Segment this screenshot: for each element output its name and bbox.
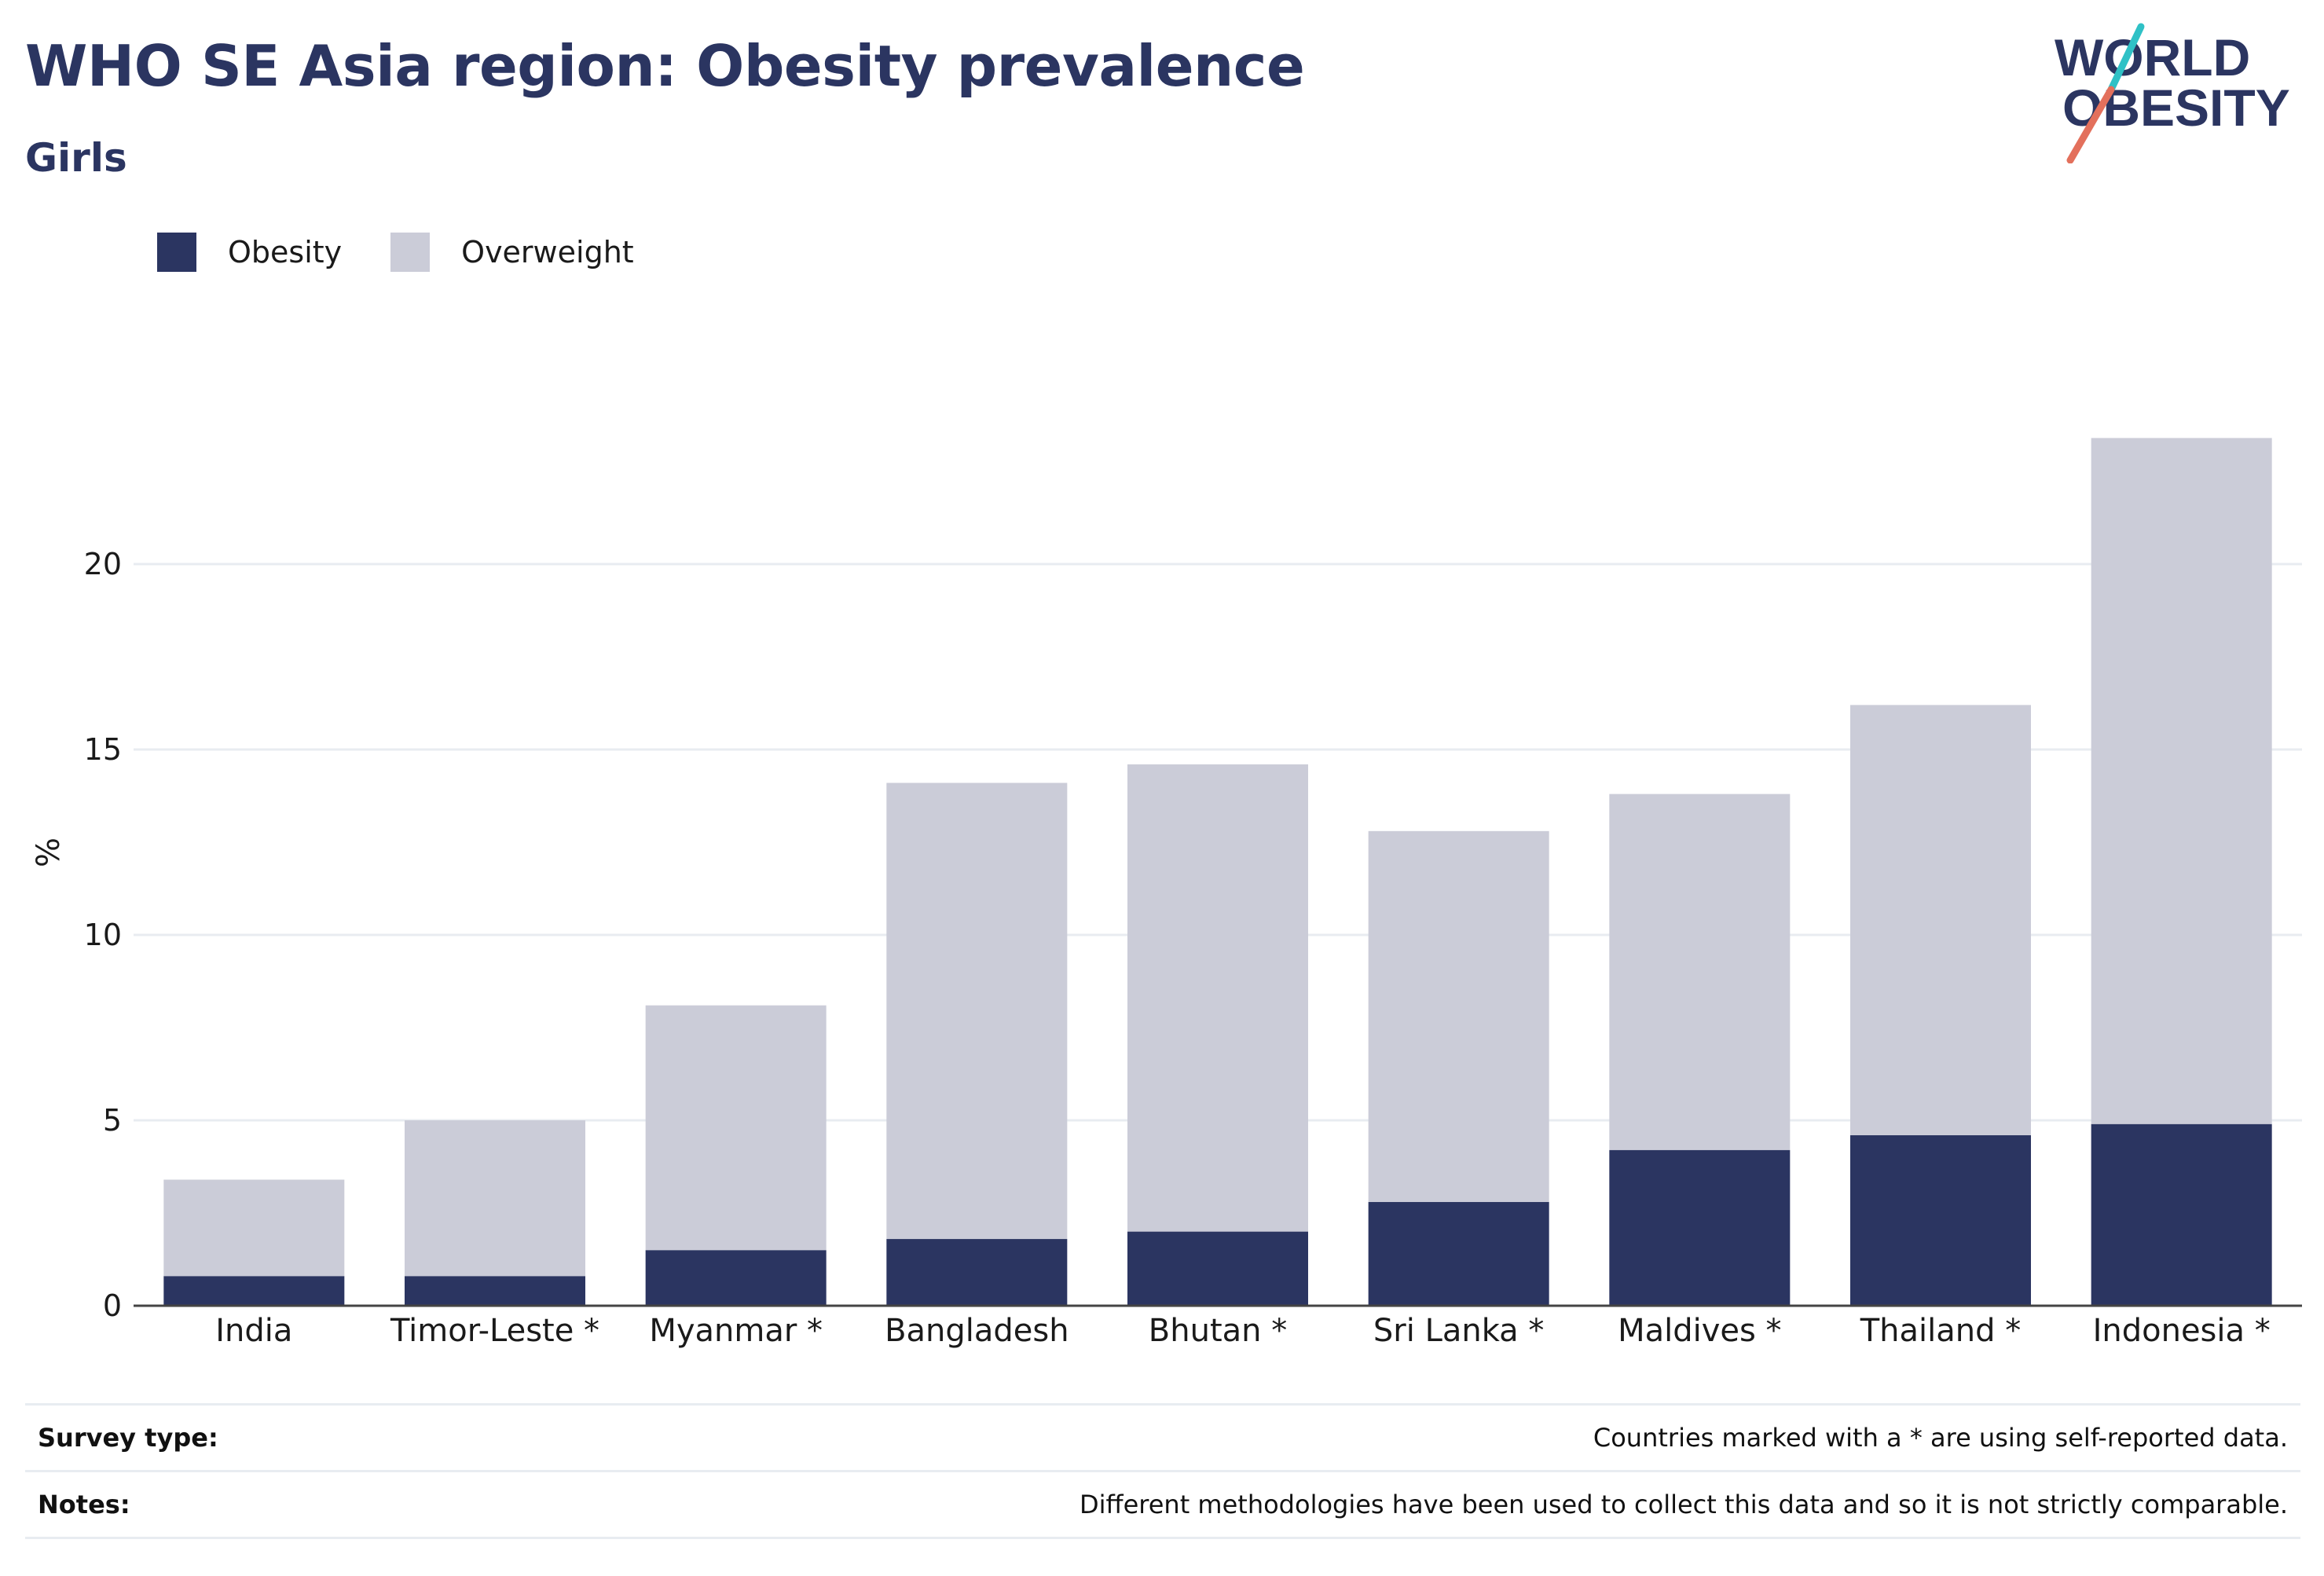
x-axis: India Timor-Leste * Myanmar * Bangladesh Bhu… (134, 1304, 2302, 1349)
y-axis-title: % (31, 837, 67, 867)
svg-text:WORLD: WORLD (2055, 28, 2250, 86)
bar-obesity[interactable] (163, 1276, 345, 1306)
legend-label-obesity: Obesity (228, 235, 343, 269)
y-tick-label: 0 (103, 1288, 122, 1323)
x-tick-label: Bangladesh (885, 1313, 1069, 1349)
y-tick-label: 20 (84, 547, 122, 581)
y-tick-label: 10 (84, 918, 122, 952)
bar-obesity[interactable] (645, 1250, 827, 1306)
x-tick-label: Myanmar * (649, 1313, 823, 1349)
chart-subtitle: Girls (25, 135, 127, 181)
legend-item-obesity[interactable]: Obesity (157, 233, 342, 272)
bar-overweight[interactable] (1127, 764, 1308, 1232)
legend-swatch-overweight (390, 233, 431, 272)
survey-type-text: Countries marked with a * are using self… (1593, 1423, 2288, 1453)
world-obesity-logo: WORLD OBESITY (2055, 23, 2290, 163)
x-tick-label: Timor-Leste * (390, 1313, 599, 1349)
bar-overweight[interactable] (645, 1005, 827, 1251)
bar-obesity[interactable] (1850, 1134, 2031, 1306)
legend-label-overweight: Overweight (461, 235, 634, 269)
notes-row: Notes: Different methodologies have been… (25, 1470, 2300, 1539)
bar-overweight[interactable] (2091, 438, 2272, 1124)
survey-type-row: Survey type: Countries marked with a * a… (25, 1403, 2300, 1470)
footer: Survey type: Countries marked with a * a… (25, 1403, 2300, 1539)
notes-text: Different methodologies have been used t… (1080, 1490, 2288, 1519)
x-tick-label: Maldives * (1618, 1313, 1781, 1349)
bar-overweight[interactable] (1850, 705, 2031, 1135)
bar-overweight[interactable] (163, 1179, 345, 1277)
notes-label: Notes: (38, 1490, 130, 1519)
bar-obesity[interactable] (1368, 1201, 1549, 1306)
y-tick-label: 5 (103, 1103, 122, 1138)
survey-type-label: Survey type: (38, 1423, 218, 1453)
chart-title: WHO SE Asia region: Obesity prevalence (25, 33, 1305, 99)
bar-obesity[interactable] (1127, 1231, 1308, 1306)
x-tick-label: Bhutan * (1149, 1313, 1287, 1349)
legend-item-overweight[interactable]: Overweight (390, 233, 634, 272)
x-tick-label: India (215, 1313, 292, 1349)
x-tick-label: Thailand * (1860, 1313, 2022, 1349)
x-tick-label: Sri Lanka * (1373, 1313, 1545, 1349)
x-tick-label: Indonesia * (2093, 1313, 2271, 1349)
bar-chart: 0 5 10 15 20 India Timor-Leste * Myanmar * Bang… (31, 438, 2302, 1349)
bar-obesity[interactable] (405, 1276, 585, 1306)
bar-overweight[interactable] (405, 1120, 585, 1277)
bar-obesity[interactable] (886, 1239, 1068, 1306)
bars (163, 438, 2272, 1306)
bar-overweight[interactable] (886, 783, 1068, 1240)
bar-obesity[interactable] (1609, 1149, 1791, 1306)
y-axis: 0 5 10 15 20 (84, 547, 122, 1323)
bar-overweight[interactable] (1368, 830, 1549, 1202)
bar-overweight[interactable] (1609, 793, 1791, 1150)
legend: Obesity Overweight (157, 233, 683, 272)
legend-swatch-obesity (157, 233, 196, 272)
bar-obesity[interactable] (2091, 1123, 2272, 1306)
y-tick-label: 15 (84, 732, 122, 767)
